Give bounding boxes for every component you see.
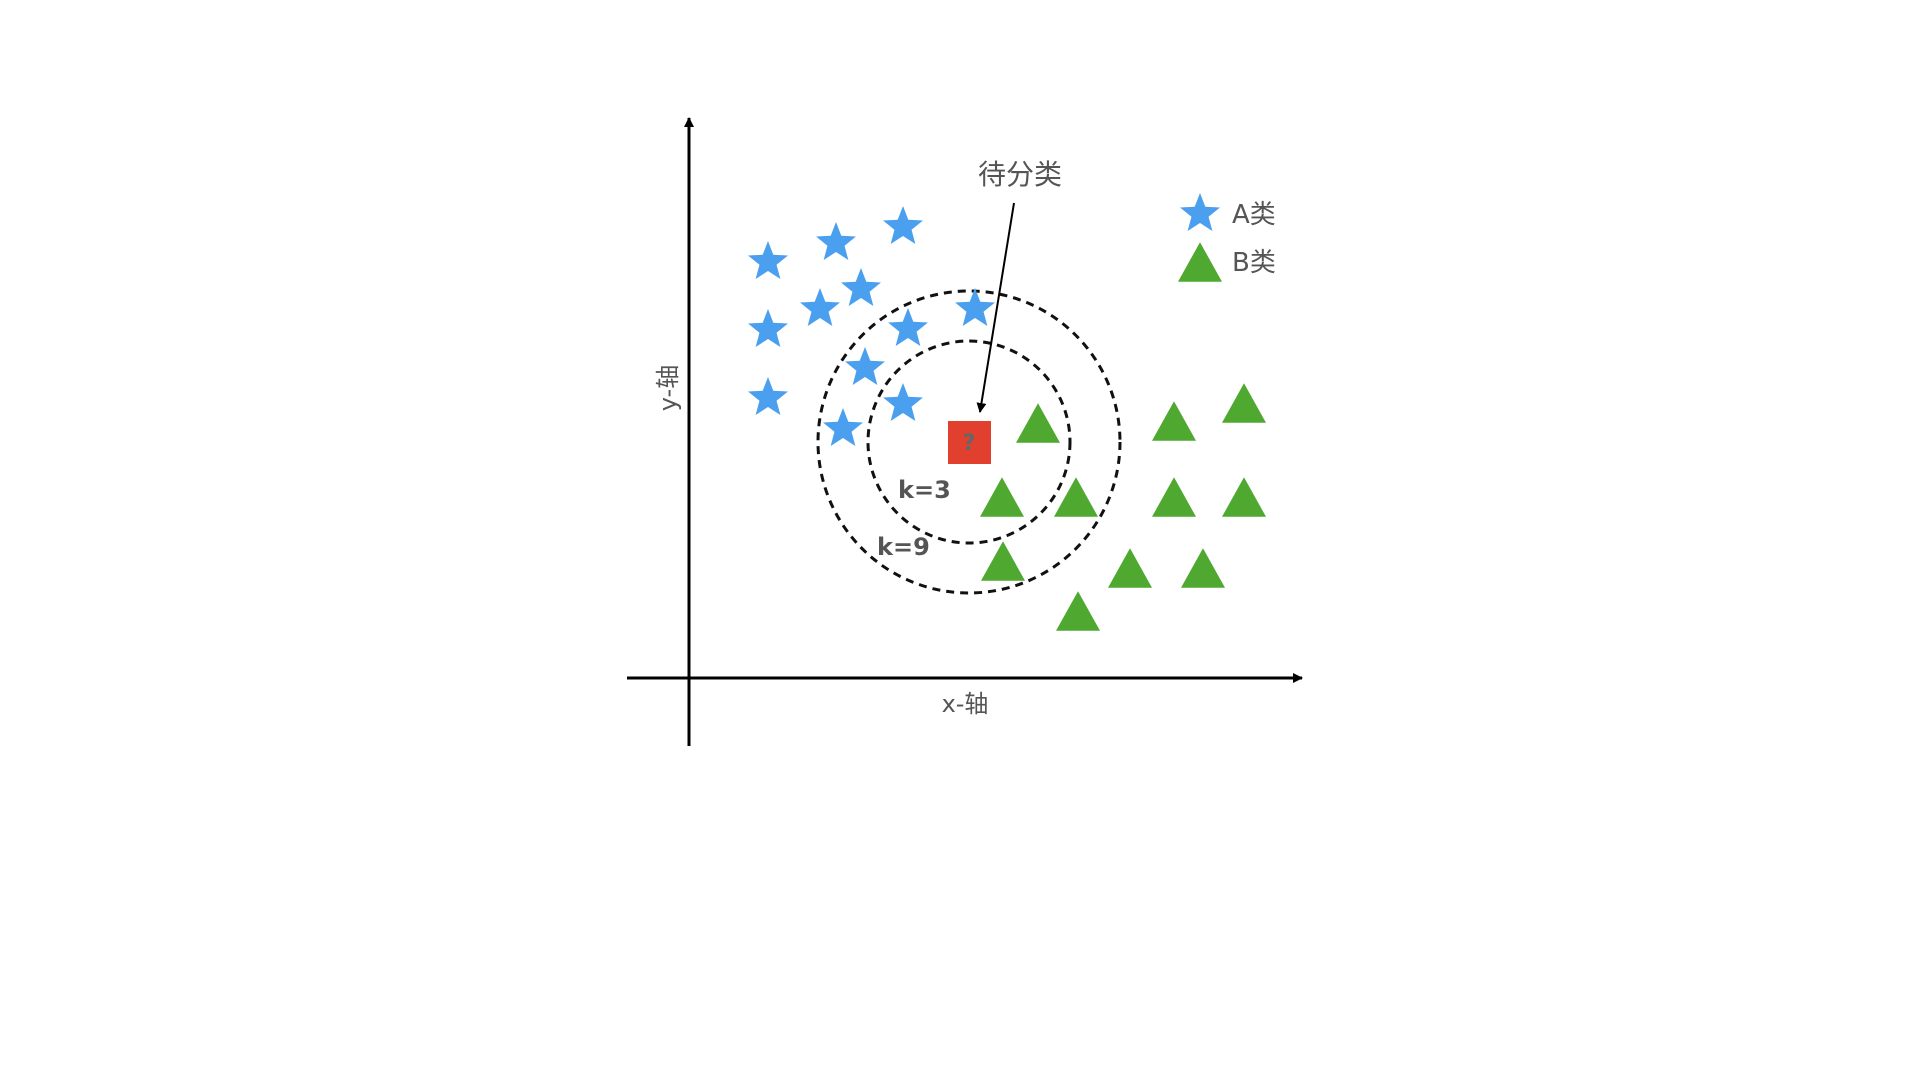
class-b-point-9 [1108, 548, 1152, 588]
class-b-point-11 [1056, 591, 1100, 631]
class-a-point-9 [845, 347, 885, 385]
class-b-point-2 [1152, 401, 1196, 441]
y-axis-label: y-轴 [654, 365, 682, 411]
query-point [948, 421, 991, 464]
class-a-point-4 [800, 288, 840, 326]
legend-item-b: B类 [1178, 242, 1276, 282]
axes: x-轴 y-轴 [627, 117, 1303, 746]
k-9-label: k=9 [877, 533, 930, 561]
neighborhood-circles: k=3 k=9 [816, 289, 1122, 595]
y-axis-label-group: y-轴 [654, 365, 682, 411]
class-a-point-1 [748, 241, 788, 279]
class-b-point-4 [980, 477, 1024, 517]
legend-triangle-icon [1178, 242, 1222, 282]
class-b-point-5 [1054, 477, 1098, 517]
k-3-circle [866, 339, 1072, 545]
legend-label-b: B类 [1232, 248, 1276, 278]
query-callout-label: 待分类 [978, 158, 1062, 191]
class-a-point-6 [888, 308, 928, 346]
class-b-point-3 [1222, 383, 1266, 423]
class-a-point-7 [955, 288, 995, 326]
class-a-point-8 [748, 309, 788, 347]
class-a-point-10 [883, 383, 923, 421]
k-3-label: k=3 [898, 476, 951, 504]
class-b-point-6 [1152, 477, 1196, 517]
x-axis-label: x-轴 [942, 690, 989, 718]
class-b-point-7 [1222, 477, 1266, 517]
query-callout-arrow [976, 202, 1015, 413]
class-a-point-12 [823, 408, 863, 446]
legend-label-a: A类 [1232, 200, 1276, 230]
class-b-point-1 [1016, 403, 1060, 443]
query-symbol: ? [963, 431, 976, 456]
legend-item-a: A类 [1180, 193, 1276, 231]
class-a-point-11 [748, 377, 788, 415]
query-group: ? 待分类 [948, 158, 1062, 464]
legend-star-icon [1180, 193, 1220, 231]
class-a-point-3 [883, 206, 923, 244]
class-a-point-2 [816, 222, 856, 260]
class-b-points [980, 383, 1266, 631]
class-b-point-8 [981, 541, 1025, 581]
class-a-points [748, 206, 995, 446]
legend: A类 B类 [1178, 193, 1276, 282]
k-9-circle [816, 289, 1122, 595]
class-b-point-10 [1181, 548, 1225, 588]
class-a-point-5 [841, 268, 881, 306]
